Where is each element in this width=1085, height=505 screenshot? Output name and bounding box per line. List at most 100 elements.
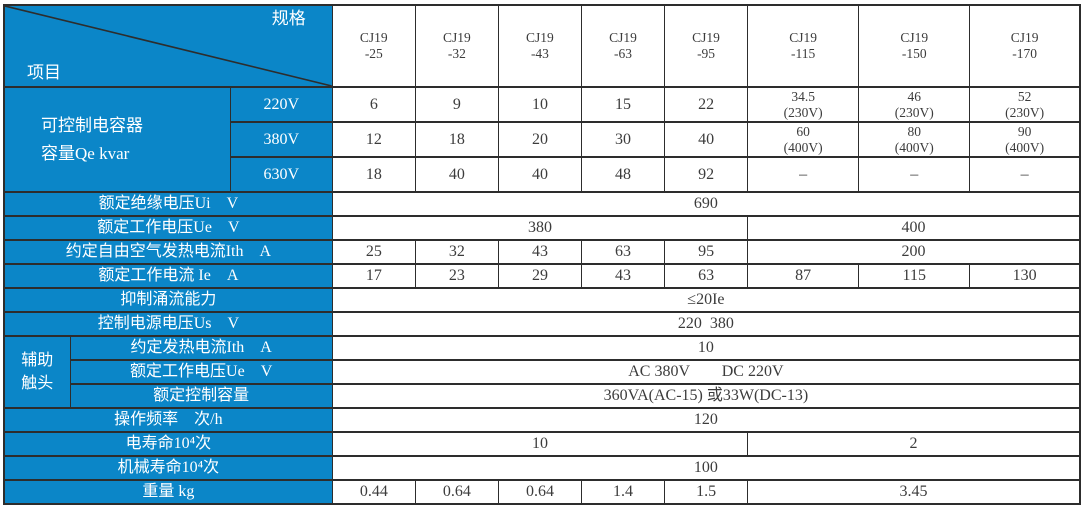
row-working-voltage: 额定工作电压Ue V 380 400 [3,215,1081,241]
capacity-value: 60 (400V) [747,121,860,158]
corner-cell: 规格 项目 [3,4,333,88]
ith-value: 25 [331,239,416,265]
row-aux-working-voltage: 额定工作电压Ue V AC 380V DC 220V [4,359,1081,385]
row-inrush-suppression: 抑制涌流能力 ≤20Ie [3,287,1081,313]
weight-value: 0.64 [414,479,499,505]
aux-thermal-current-value: 10 [331,335,1081,361]
aux-control-capacity-label: 额定控制容量 [69,383,333,409]
electrical-life-left-value: 10 [331,431,749,457]
capacity-value: 15 [580,86,666,123]
weight-value: 0.44 [331,479,416,505]
capacity-value: 9 [414,86,499,123]
ith-value: 63 [580,239,666,265]
capacity-value: 22 [664,86,749,123]
item-header-label: 项目 [27,62,61,82]
row-insulation-voltage: 额定绝缘电压Ui V 690 [3,191,1081,217]
model-header-cj19-95: CJ19 -95 [664,4,749,88]
weight-value: 0.64 [497,479,582,505]
capacity-value: 48 [580,156,666,193]
model-header-cj19-115: CJ19 -115 [747,4,860,88]
capacity-row-630v: 630V 18 40 40 48 92 – – – [4,156,1081,193]
capacity-value: 20 [497,121,582,158]
model-header-cj19-32: CJ19 -32 [414,4,499,88]
mechanical-life-label: 机械寿命10⁴次 [3,455,333,481]
operating-frequency-value: 120 [331,407,1081,433]
capacity-value: 90 (400V) [969,121,1081,158]
electrical-life-right-value: 2 [747,431,1081,457]
electrical-life-label: 电寿命10⁴次 [3,431,333,457]
model-header-cj19-170: CJ19 -170 [969,4,1081,88]
weight-label: 重量 kg [3,479,333,505]
row-aux-control-capacity: 额定控制容量 360VA(AC-15) 或33W(DC-13) [4,383,1081,409]
working-voltage-label: 额定工作电压Ue V [3,215,333,241]
insulation-voltage-label: 额定绝缘电压Ui V [3,191,333,217]
capacity-value: 92 [664,156,749,193]
control-supply-voltage-label: 控制电源电压Us V [3,311,333,337]
rated-working-current-label: 额定工作电流 Ie A [3,263,333,289]
ie-value: 115 [858,263,971,289]
ith-value: 43 [497,239,582,265]
weight-value: 1.5 [664,479,749,505]
ith-value: 32 [414,239,499,265]
capacity-value: 40 [497,156,582,193]
capacity-value: 34.5 (230V) [747,86,860,123]
model-header-cj19-63: CJ19 -63 [580,4,666,88]
ie-value: 63 [664,263,749,289]
ith-value-merged: 200 [747,239,1081,265]
capacity-value: 30 [580,121,666,158]
model-header-cj19-150: CJ19 -150 [858,4,971,88]
capacity-value-dash: – [969,156,1081,193]
row-free-air-thermal-current: 约定自由空气发热电流Ith A 25 32 43 63 95 200 [3,239,1081,265]
capacity-group-label: 可控制电容器 容量Qe kvar [3,86,231,193]
inrush-suppression-value: ≤20Ie [331,287,1081,313]
ie-value: 29 [497,263,582,289]
capacity-value: 40 [664,121,749,158]
capacity-value: 12 [331,121,416,158]
capacity-value-dash: – [747,156,860,193]
working-voltage-380: 380 [331,215,749,241]
ie-value: 130 [969,263,1081,289]
model-header-cj19-25: CJ19 -25 [331,4,416,88]
ith-value: 95 [664,239,749,265]
working-voltage-400: 400 [747,215,1081,241]
row-electrical-life: 电寿命10⁴次 10 2 [3,431,1081,457]
row-rated-working-current: 额定工作电流 Ie A 17 23 29 43 63 87 115 130 [3,263,1081,289]
row-weight: 重量 kg 0.44 0.64 0.64 1.4 1.5 3.45 [3,479,1081,505]
spec-header-label: 规格 [271,9,306,28]
control-supply-voltage-value: 220 380 [331,311,1081,337]
row-aux-thermal-current: 辅助 触头 约定发热电流Ith A 10 [3,335,1081,409]
capacity-value: 18 [331,156,416,193]
diagonal-divider-line [5,6,332,86]
row-operating-frequency: 操作频率 次/h 120 [3,407,1081,433]
aux-thermal-current-label: 约定发热电流Ith A [69,335,333,361]
spec-table: 规格 项目 CJ19 -25 CJ19 -32 CJ19 -43 CJ19 -6… [3,4,1081,505]
capacity-voltage-630v: 630V [229,156,333,193]
ie-value: 17 [331,263,416,289]
aux-working-voltage-label: 额定工作电压Ue V [69,359,333,385]
capacity-value: 18 [414,121,499,158]
mechanical-life-value: 100 [331,455,1081,481]
capacity-voltage-220v: 220V [229,86,333,123]
capacity-value: 10 [497,86,582,123]
operating-frequency-label: 操作频率 次/h [3,407,333,433]
capacity-value: 46 (230V) [858,86,971,123]
weight-value-merged: 3.45 [747,479,1081,505]
row-mechanical-life: 机械寿命10⁴次 100 [3,455,1081,481]
capacity-row-380v: 380V 12 18 20 30 40 60 (400V) 80 (400V) … [4,121,1081,158]
capacity-value: 6 [331,86,416,123]
capacity-value: 52 (230V) [969,86,1081,123]
ie-value: 87 [747,263,860,289]
row-control-supply-voltage: 控制电源电压Us V 220 380 [3,311,1081,337]
ie-value: 43 [580,263,666,289]
weight-value: 1.4 [580,479,666,505]
capacity-row-220v: 可控制电容器 容量Qe kvar 220V 6 9 10 15 22 34.5 … [3,86,1081,193]
aux-control-capacity-value: 360VA(AC-15) 或33W(DC-13) [331,383,1081,409]
capacity-voltage-380v: 380V [229,121,333,158]
capacity-value-dash: – [858,156,971,193]
capacity-value: 80 (400V) [858,121,971,158]
free-air-thermal-current-label: 约定自由空气发热电流Ith A [3,239,333,265]
aux-working-voltage-value: AC 380V DC 220V [331,359,1081,385]
capacity-value: 40 [414,156,499,193]
auxiliary-contacts-group-label: 辅助 触头 [3,335,71,409]
ie-value: 23 [414,263,499,289]
